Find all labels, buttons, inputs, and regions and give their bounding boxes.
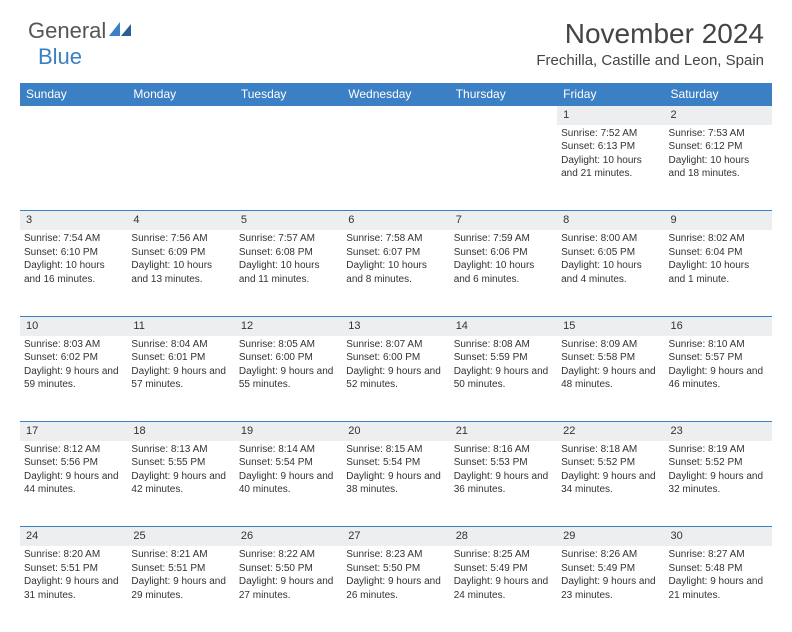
day-number-cell: 1 bbox=[557, 106, 664, 125]
day-detail-cell: Sunrise: 8:26 AMSunset: 5:49 PMDaylight:… bbox=[557, 546, 664, 632]
daynum-row: 24252627282930 bbox=[20, 527, 772, 546]
day-detail-cell: Sunrise: 7:53 AMSunset: 6:12 PMDaylight:… bbox=[665, 125, 772, 211]
day-detail-cell bbox=[127, 125, 234, 211]
day-detail-cell: Sunrise: 8:27 AMSunset: 5:48 PMDaylight:… bbox=[665, 546, 772, 632]
day-number-cell: 18 bbox=[127, 422, 234, 441]
calendar-table: Sunday Monday Tuesday Wednesday Thursday… bbox=[20, 83, 772, 632]
page-title: November 2024 bbox=[536, 18, 764, 50]
day-detail-cell: Sunrise: 8:15 AMSunset: 5:54 PMDaylight:… bbox=[342, 441, 449, 527]
day-number-cell: 3 bbox=[20, 211, 127, 230]
day-number-cell: 14 bbox=[450, 316, 557, 335]
day-number-cell: 29 bbox=[557, 527, 664, 546]
header: General November 2024 Frechilla, Castill… bbox=[0, 0, 792, 75]
day-number-cell: 9 bbox=[665, 211, 772, 230]
day-detail-cell: Sunrise: 7:52 AMSunset: 6:13 PMDaylight:… bbox=[557, 125, 664, 211]
logo-text-blue: Blue bbox=[38, 44, 82, 69]
day-detail-cell: Sunrise: 8:19 AMSunset: 5:52 PMDaylight:… bbox=[665, 441, 772, 527]
day-number-cell: 22 bbox=[557, 422, 664, 441]
detail-row: Sunrise: 8:03 AMSunset: 6:02 PMDaylight:… bbox=[20, 336, 772, 422]
triangle-icon bbox=[109, 20, 133, 43]
day-detail-cell bbox=[342, 125, 449, 211]
day-number-cell: 7 bbox=[450, 211, 557, 230]
day-detail-cell: Sunrise: 8:00 AMSunset: 6:05 PMDaylight:… bbox=[557, 230, 664, 316]
weekday-header: Saturday bbox=[665, 83, 772, 106]
logo: General bbox=[28, 18, 135, 44]
weekday-header-row: Sunday Monday Tuesday Wednesday Thursday… bbox=[20, 83, 772, 106]
day-number-cell: 26 bbox=[235, 527, 342, 546]
day-detail-cell: Sunrise: 8:10 AMSunset: 5:57 PMDaylight:… bbox=[665, 336, 772, 422]
day-detail-cell: Sunrise: 7:58 AMSunset: 6:07 PMDaylight:… bbox=[342, 230, 449, 316]
day-detail-cell: Sunrise: 8:16 AMSunset: 5:53 PMDaylight:… bbox=[450, 441, 557, 527]
weekday-header: Friday bbox=[557, 83, 664, 106]
day-number-cell bbox=[235, 106, 342, 125]
day-detail-cell bbox=[20, 125, 127, 211]
day-number-cell: 13 bbox=[342, 316, 449, 335]
detail-row: Sunrise: 7:54 AMSunset: 6:10 PMDaylight:… bbox=[20, 230, 772, 316]
day-number-cell: 20 bbox=[342, 422, 449, 441]
day-detail-cell: Sunrise: 8:04 AMSunset: 6:01 PMDaylight:… bbox=[127, 336, 234, 422]
day-number-cell: 4 bbox=[127, 211, 234, 230]
day-detail-cell: Sunrise: 8:21 AMSunset: 5:51 PMDaylight:… bbox=[127, 546, 234, 632]
day-number-cell bbox=[450, 106, 557, 125]
day-number-cell: 27 bbox=[342, 527, 449, 546]
day-number-cell: 24 bbox=[20, 527, 127, 546]
day-number-cell: 5 bbox=[235, 211, 342, 230]
day-detail-cell: Sunrise: 8:12 AMSunset: 5:56 PMDaylight:… bbox=[20, 441, 127, 527]
day-number-cell: 11 bbox=[127, 316, 234, 335]
day-number-cell bbox=[342, 106, 449, 125]
day-detail-cell: Sunrise: 8:20 AMSunset: 5:51 PMDaylight:… bbox=[20, 546, 127, 632]
day-number-cell: 17 bbox=[20, 422, 127, 441]
day-number-cell: 12 bbox=[235, 316, 342, 335]
day-number-cell: 25 bbox=[127, 527, 234, 546]
logo-blue-text-wrap: Blue bbox=[36, 44, 82, 70]
day-detail-cell: Sunrise: 8:14 AMSunset: 5:54 PMDaylight:… bbox=[235, 441, 342, 527]
location-text: Frechilla, Castille and Leon, Spain bbox=[536, 52, 764, 69]
day-detail-cell: Sunrise: 8:18 AMSunset: 5:52 PMDaylight:… bbox=[557, 441, 664, 527]
day-detail-cell: Sunrise: 7:57 AMSunset: 6:08 PMDaylight:… bbox=[235, 230, 342, 316]
day-number-cell: 15 bbox=[557, 316, 664, 335]
day-detail-cell: Sunrise: 8:02 AMSunset: 6:04 PMDaylight:… bbox=[665, 230, 772, 316]
day-detail-cell: Sunrise: 8:05 AMSunset: 6:00 PMDaylight:… bbox=[235, 336, 342, 422]
day-number-cell bbox=[20, 106, 127, 125]
daynum-row: 12 bbox=[20, 106, 772, 125]
day-detail-cell: Sunrise: 8:25 AMSunset: 5:49 PMDaylight:… bbox=[450, 546, 557, 632]
daynum-row: 17181920212223 bbox=[20, 422, 772, 441]
detail-row: Sunrise: 8:12 AMSunset: 5:56 PMDaylight:… bbox=[20, 441, 772, 527]
day-detail-cell: Sunrise: 7:56 AMSunset: 6:09 PMDaylight:… bbox=[127, 230, 234, 316]
detail-row: Sunrise: 7:52 AMSunset: 6:13 PMDaylight:… bbox=[20, 125, 772, 211]
day-detail-cell: Sunrise: 8:03 AMSunset: 6:02 PMDaylight:… bbox=[20, 336, 127, 422]
day-number-cell: 8 bbox=[557, 211, 664, 230]
day-number-cell: 19 bbox=[235, 422, 342, 441]
weekday-header: Sunday bbox=[20, 83, 127, 106]
day-detail-cell: Sunrise: 7:59 AMSunset: 6:06 PMDaylight:… bbox=[450, 230, 557, 316]
day-number-cell: 28 bbox=[450, 527, 557, 546]
weekday-header: Thursday bbox=[450, 83, 557, 106]
calendar-body: 12Sunrise: 7:52 AMSunset: 6:13 PMDayligh… bbox=[20, 106, 772, 632]
day-detail-cell: Sunrise: 8:07 AMSunset: 6:00 PMDaylight:… bbox=[342, 336, 449, 422]
day-number-cell: 2 bbox=[665, 106, 772, 125]
weekday-header: Tuesday bbox=[235, 83, 342, 106]
weekday-header: Monday bbox=[127, 83, 234, 106]
day-detail-cell bbox=[450, 125, 557, 211]
logo-text-general: General bbox=[28, 18, 106, 44]
day-number-cell bbox=[127, 106, 234, 125]
day-number-cell: 6 bbox=[342, 211, 449, 230]
day-detail-cell: Sunrise: 7:54 AMSunset: 6:10 PMDaylight:… bbox=[20, 230, 127, 316]
daynum-row: 3456789 bbox=[20, 211, 772, 230]
day-number-cell: 16 bbox=[665, 316, 772, 335]
day-detail-cell bbox=[235, 125, 342, 211]
day-number-cell: 21 bbox=[450, 422, 557, 441]
title-block: November 2024 Frechilla, Castille and Le… bbox=[536, 18, 764, 69]
day-number-cell: 10 bbox=[20, 316, 127, 335]
day-number-cell: 30 bbox=[665, 527, 772, 546]
day-detail-cell: Sunrise: 8:08 AMSunset: 5:59 PMDaylight:… bbox=[450, 336, 557, 422]
daynum-row: 10111213141516 bbox=[20, 316, 772, 335]
day-number-cell: 23 bbox=[665, 422, 772, 441]
day-detail-cell: Sunrise: 8:22 AMSunset: 5:50 PMDaylight:… bbox=[235, 546, 342, 632]
weekday-header: Wednesday bbox=[342, 83, 449, 106]
day-detail-cell: Sunrise: 8:13 AMSunset: 5:55 PMDaylight:… bbox=[127, 441, 234, 527]
day-detail-cell: Sunrise: 8:23 AMSunset: 5:50 PMDaylight:… bbox=[342, 546, 449, 632]
detail-row: Sunrise: 8:20 AMSunset: 5:51 PMDaylight:… bbox=[20, 546, 772, 632]
day-detail-cell: Sunrise: 8:09 AMSunset: 5:58 PMDaylight:… bbox=[557, 336, 664, 422]
